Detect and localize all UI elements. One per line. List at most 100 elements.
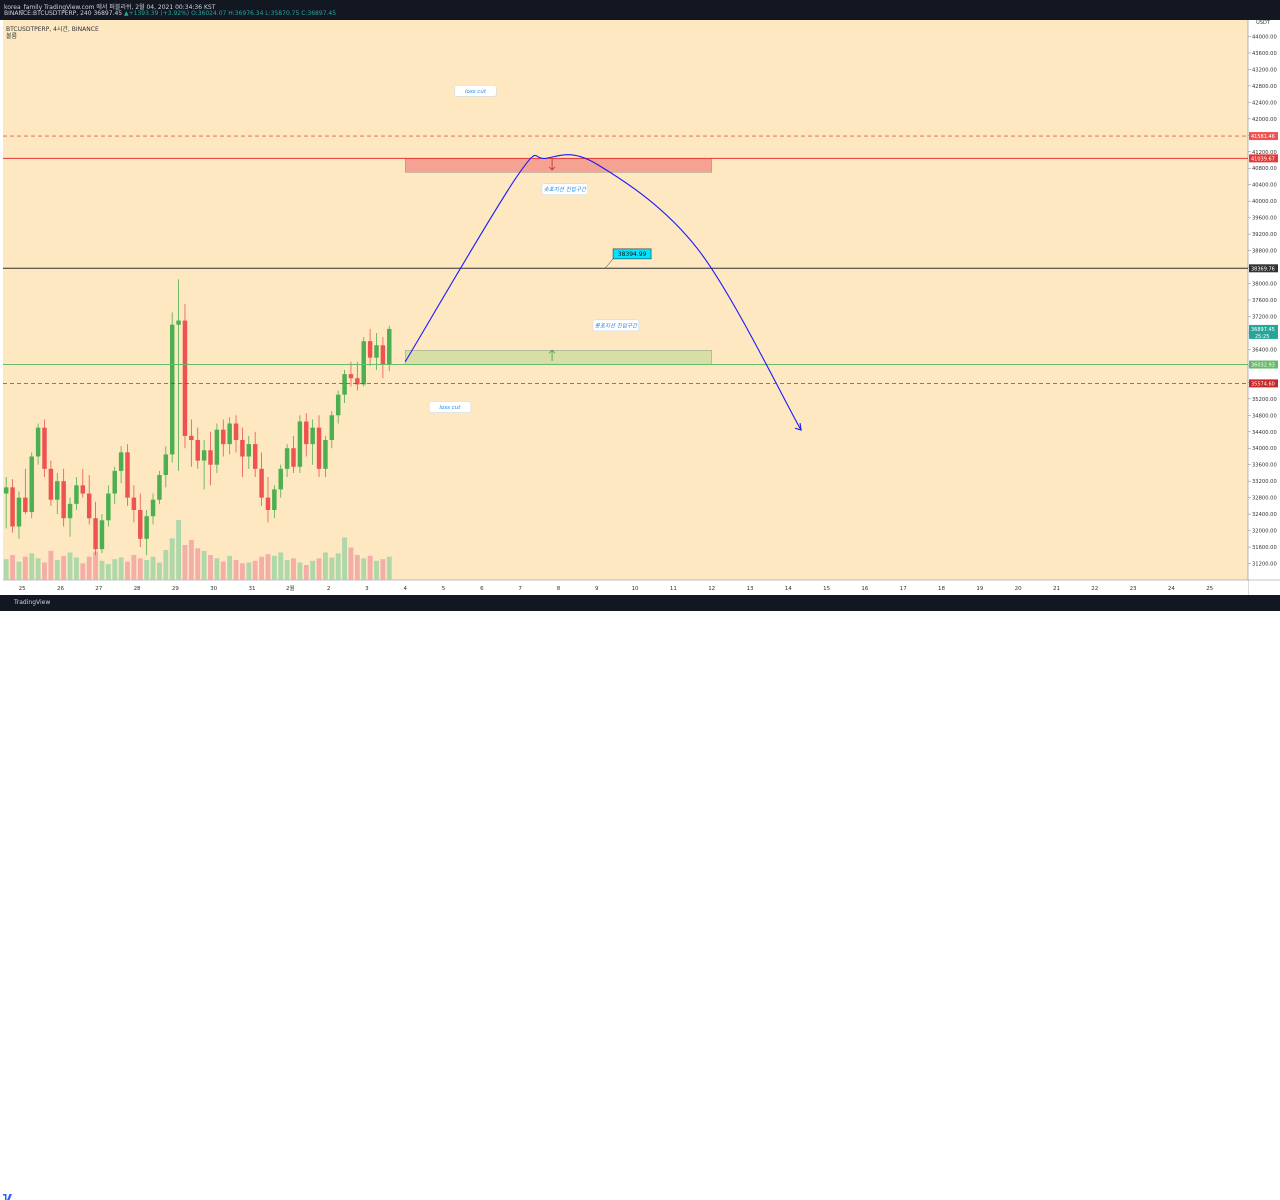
- volume-bar: [354, 555, 360, 580]
- x-tick-label: 28: [134, 586, 141, 592]
- plot-background: [3, 20, 1248, 580]
- volume-bar: [374, 560, 379, 580]
- price-line-label: 36032.93: [1251, 363, 1275, 369]
- candle-body: [55, 481, 60, 500]
- volume-bar: [239, 563, 245, 580]
- volume-bar: [99, 560, 105, 580]
- price-callout-label: 38394.99: [618, 251, 647, 258]
- volume-bar: [297, 562, 303, 580]
- candle-body: [67, 503, 73, 519]
- volume-bar: [271, 555, 277, 580]
- price-chart[interactable]: USDT 31200.00 31600.00 32000.00 32400.00 3280…: [0, 0, 1280, 611]
- volume-bar: [367, 555, 373, 580]
- volume-bar: [284, 560, 290, 580]
- last-price-label: 36897.45: [1251, 327, 1275, 333]
- volume-bar: [220, 561, 226, 580]
- volume-bar: [259, 556, 265, 580]
- candle-body: [131, 497, 137, 510]
- long-zone-arrowhead: [548, 349, 556, 354]
- y-tick-label: 42400.00: [1252, 100, 1277, 106]
- candle-body: [112, 470, 117, 494]
- candle-body: [138, 510, 143, 539]
- x-tick-label: 30: [210, 586, 217, 592]
- publish-info-text: korea_family TradingView.com 에서 퍼블리쉬, 2월…: [4, 4, 216, 11]
- candle-body: [316, 427, 322, 469]
- x-tick-label: 22: [1091, 586, 1098, 592]
- time-axis-panel: [3, 580, 1248, 595]
- candle-body: [246, 444, 252, 457]
- footer-brand[interactable]: TradingView: [14, 599, 51, 606]
- volume-bar: [322, 552, 328, 580]
- volume-bar: [125, 561, 130, 580]
- y-tick-label: 37600.00: [1252, 298, 1277, 304]
- candle-body: [221, 429, 226, 445]
- x-tick-label: 25: [19, 586, 26, 592]
- ohlc-legend: BINANCE:BTCUSDTPERP, 240 36897.45 ▲+1393…: [4, 10, 336, 17]
- x-tick-label: 3: [365, 586, 369, 592]
- price-line-label: 41581.46: [1251, 134, 1275, 140]
- candle-body: [74, 485, 79, 504]
- x-tick-label: 7: [518, 586, 522, 592]
- y-tick-label: 43600.00: [1252, 51, 1277, 57]
- symbol-last-price: BINANCE:BTCUSDTPERP, 240 36897.45: [4, 10, 123, 17]
- candle-body: [335, 394, 341, 416]
- candle-body: [163, 454, 169, 475]
- publish-header-bar: korea_family TradingView.com 에서 퍼블리쉬, 2월…: [0, 0, 1280, 20]
- volume-bar: [214, 558, 220, 580]
- x-tick-label: 24: [1168, 586, 1175, 592]
- volume-bar: [208, 555, 213, 580]
- y-tick-label: 37200.00: [1252, 314, 1277, 320]
- x-tick-label: 16: [861, 586, 868, 592]
- volume-bar: [348, 547, 354, 580]
- y-tick-label: 38000.00: [1252, 282, 1277, 288]
- volume-bar: [35, 558, 41, 580]
- volume-bar: [150, 556, 156, 580]
- price-axis-panel: [1248, 20, 1280, 580]
- volume-bar: [182, 545, 188, 580]
- candle-body: [233, 423, 239, 440]
- x-tick-label: 26: [57, 586, 64, 592]
- y-tick-label: 40800.00: [1252, 166, 1277, 172]
- candle-body: [297, 421, 303, 467]
- y-tick-label: 40000.00: [1252, 199, 1277, 205]
- annotation-label: loss cut: [465, 89, 487, 95]
- candle-body: [150, 499, 156, 517]
- volume-bar: [380, 559, 386, 580]
- left-edge: [0, 20, 3, 595]
- projection-arrowhead: [794, 423, 802, 431]
- volume-bar: [329, 557, 335, 580]
- annotation-label: loss cut: [439, 405, 461, 411]
- candle-body: [355, 378, 360, 385]
- volume-bar: [137, 558, 143, 580]
- volume-bar: [246, 562, 252, 580]
- x-tick-label: 29: [172, 586, 179, 592]
- volume-bar: [118, 557, 124, 580]
- annotation-box: [592, 319, 640, 332]
- volume-bar: [29, 553, 35, 580]
- candle-body: [284, 448, 290, 469]
- y-tick-label: 34400.00: [1252, 430, 1277, 436]
- footer-bar: TradingView: [0, 595, 1280, 1200]
- candle-body: [182, 320, 188, 436]
- volume-bar: [131, 555, 137, 580]
- volume-bar: [86, 556, 92, 580]
- volume-bar: [278, 552, 284, 580]
- volume-bar: [48, 550, 54, 580]
- annotation-box: [428, 401, 471, 413]
- x-tick-label: 6: [480, 586, 484, 592]
- x-tick-label: 10: [632, 586, 639, 592]
- candle-body: [118, 452, 124, 471]
- candle-body: [214, 429, 220, 465]
- volume-bar: [169, 538, 175, 580]
- x-tick-label: 2월: [286, 584, 295, 592]
- volume-bar: [112, 559, 118, 580]
- candle-body: [304, 421, 309, 445]
- ohlc-values: O:36024.07 H:36976.34 L:35870.75 C:36897…: [191, 10, 337, 17]
- volume-bar: [156, 562, 162, 580]
- x-tick-label: 21: [1053, 586, 1060, 592]
- y-tick-label: 33600.00: [1252, 463, 1277, 469]
- candle-body: [361, 341, 366, 385]
- candle-body: [125, 452, 130, 498]
- y-tick-label: 39200.00: [1252, 232, 1277, 238]
- x-tick-label: 9: [595, 586, 599, 592]
